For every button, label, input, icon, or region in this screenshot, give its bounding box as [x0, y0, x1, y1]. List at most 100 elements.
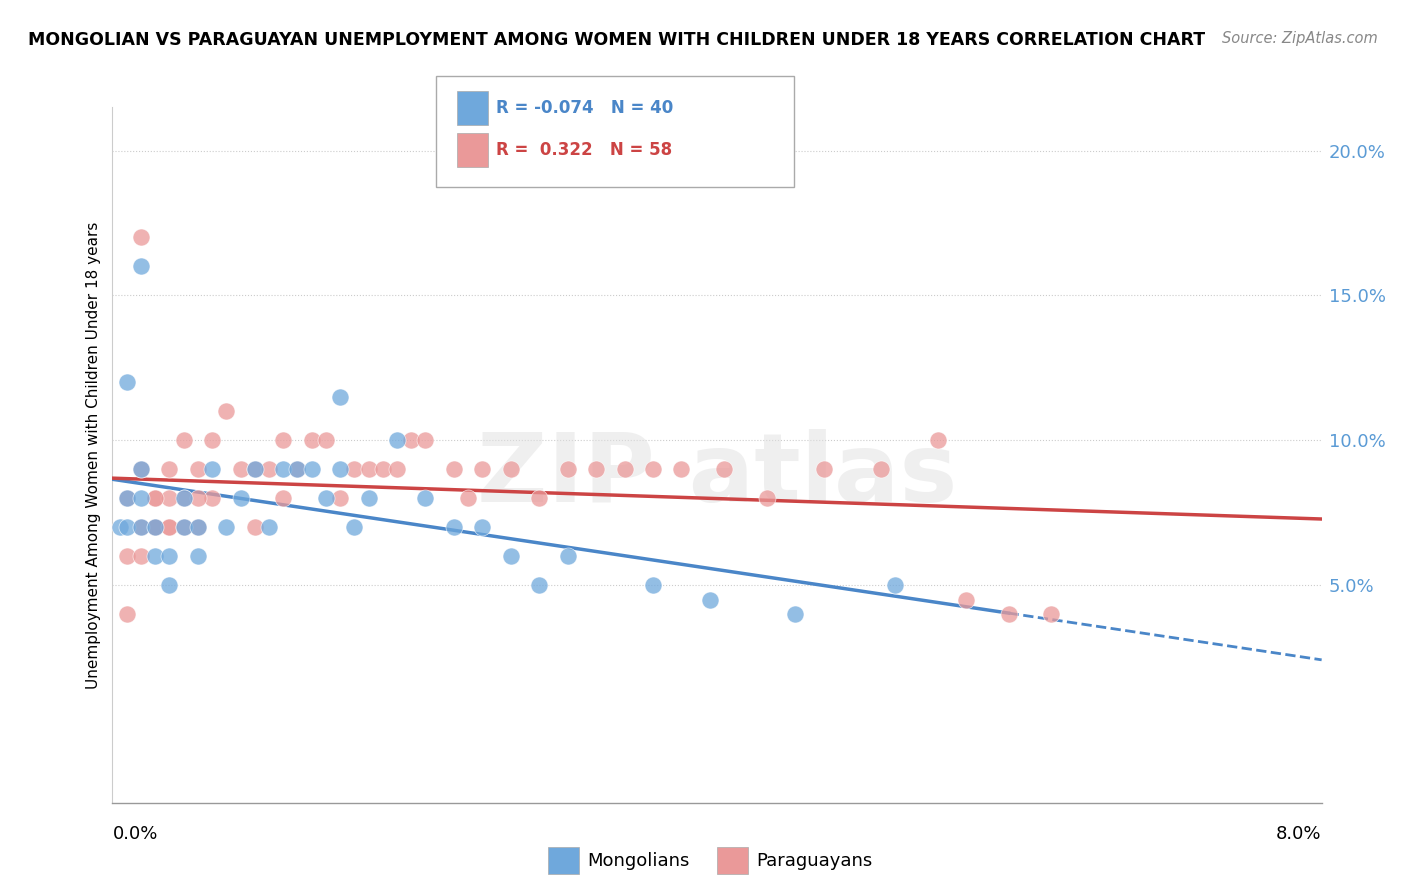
Point: [357, 462, 380, 476]
Point: [187, 549, 209, 564]
Point: [257, 520, 280, 534]
Point: [399, 434, 422, 448]
Point: [287, 462, 309, 476]
Text: Source: ZipAtlas.com: Source: ZipAtlas.com: [1222, 31, 1378, 46]
Point: [997, 607, 1019, 622]
Point: [499, 549, 522, 564]
Point: [357, 491, 380, 506]
Point: [529, 491, 551, 506]
Point: [157, 549, 180, 564]
Point: [215, 404, 238, 418]
Point: [215, 520, 238, 534]
Text: R =  0.322   N = 58: R = 0.322 N = 58: [496, 141, 672, 159]
Text: MONGOLIAN VS PARAGUAYAN UNEMPLOYMENT AMONG WOMEN WITH CHILDREN UNDER 18 YEARS CO: MONGOLIAN VS PARAGUAYAN UNEMPLOYMENT AMO…: [28, 31, 1205, 49]
Point: [927, 434, 949, 448]
Point: [1040, 607, 1063, 622]
Text: Paraguayans: Paraguayans: [756, 852, 873, 870]
Point: [187, 520, 209, 534]
Point: [329, 462, 352, 476]
Point: [755, 491, 778, 506]
Point: [457, 491, 479, 506]
Point: [143, 520, 166, 534]
Point: [343, 462, 366, 476]
Point: [557, 549, 579, 564]
Point: [143, 520, 166, 534]
Point: [157, 462, 180, 476]
Point: [257, 462, 280, 476]
Point: [129, 462, 152, 476]
Point: [315, 491, 337, 506]
Point: [157, 520, 180, 534]
Point: [385, 462, 408, 476]
Point: [229, 462, 252, 476]
Point: [613, 462, 636, 476]
Point: [129, 520, 152, 534]
Point: [129, 230, 152, 244]
Point: [129, 491, 152, 506]
Point: [173, 491, 195, 506]
Y-axis label: Unemployment Among Women with Children Under 18 years: Unemployment Among Women with Children U…: [86, 221, 101, 689]
Point: [699, 592, 721, 607]
Point: [157, 491, 180, 506]
Point: [315, 434, 337, 448]
Point: [243, 462, 266, 476]
Point: [443, 462, 465, 476]
Point: [187, 462, 209, 476]
Point: [371, 462, 394, 476]
Point: [471, 462, 494, 476]
Point: [157, 520, 180, 534]
Point: [287, 462, 309, 476]
Text: 8.0%: 8.0%: [1277, 825, 1322, 843]
Point: [229, 491, 252, 506]
Point: [115, 491, 138, 506]
Point: [671, 462, 693, 476]
Point: [415, 491, 437, 506]
Text: R = -0.074   N = 40: R = -0.074 N = 40: [496, 99, 673, 117]
Point: [173, 520, 195, 534]
Point: [243, 520, 266, 534]
Point: [499, 462, 522, 476]
Point: [243, 462, 266, 476]
Point: [785, 607, 807, 622]
Point: [869, 462, 891, 476]
Point: [529, 578, 551, 592]
Point: [585, 462, 607, 476]
Point: [115, 491, 138, 506]
Point: [329, 491, 352, 506]
Point: [115, 607, 138, 622]
Point: [201, 491, 224, 506]
Point: [187, 491, 209, 506]
Point: [301, 434, 323, 448]
Point: [143, 549, 166, 564]
Point: [343, 520, 366, 534]
Point: [115, 549, 138, 564]
Point: [187, 520, 209, 534]
Point: [813, 462, 835, 476]
Point: [641, 578, 664, 592]
Point: [471, 520, 494, 534]
Point: [443, 520, 465, 534]
Text: Mongolians: Mongolians: [588, 852, 690, 870]
Text: ZIP atlas: ZIP atlas: [477, 429, 957, 523]
Point: [143, 491, 166, 506]
Point: [385, 434, 408, 448]
Point: [415, 434, 437, 448]
Point: [173, 520, 195, 534]
Point: [129, 520, 152, 534]
Point: [173, 491, 195, 506]
Point: [115, 520, 138, 534]
Point: [301, 462, 323, 476]
Point: [271, 462, 294, 476]
Point: [641, 462, 664, 476]
Point: [955, 592, 977, 607]
Point: [271, 491, 294, 506]
Point: [115, 376, 138, 390]
Point: [143, 520, 166, 534]
Point: [201, 434, 224, 448]
Point: [883, 578, 905, 592]
Point: [173, 434, 195, 448]
Text: 0.0%: 0.0%: [112, 825, 157, 843]
Point: [713, 462, 735, 476]
Point: [157, 578, 180, 592]
Point: [271, 434, 294, 448]
